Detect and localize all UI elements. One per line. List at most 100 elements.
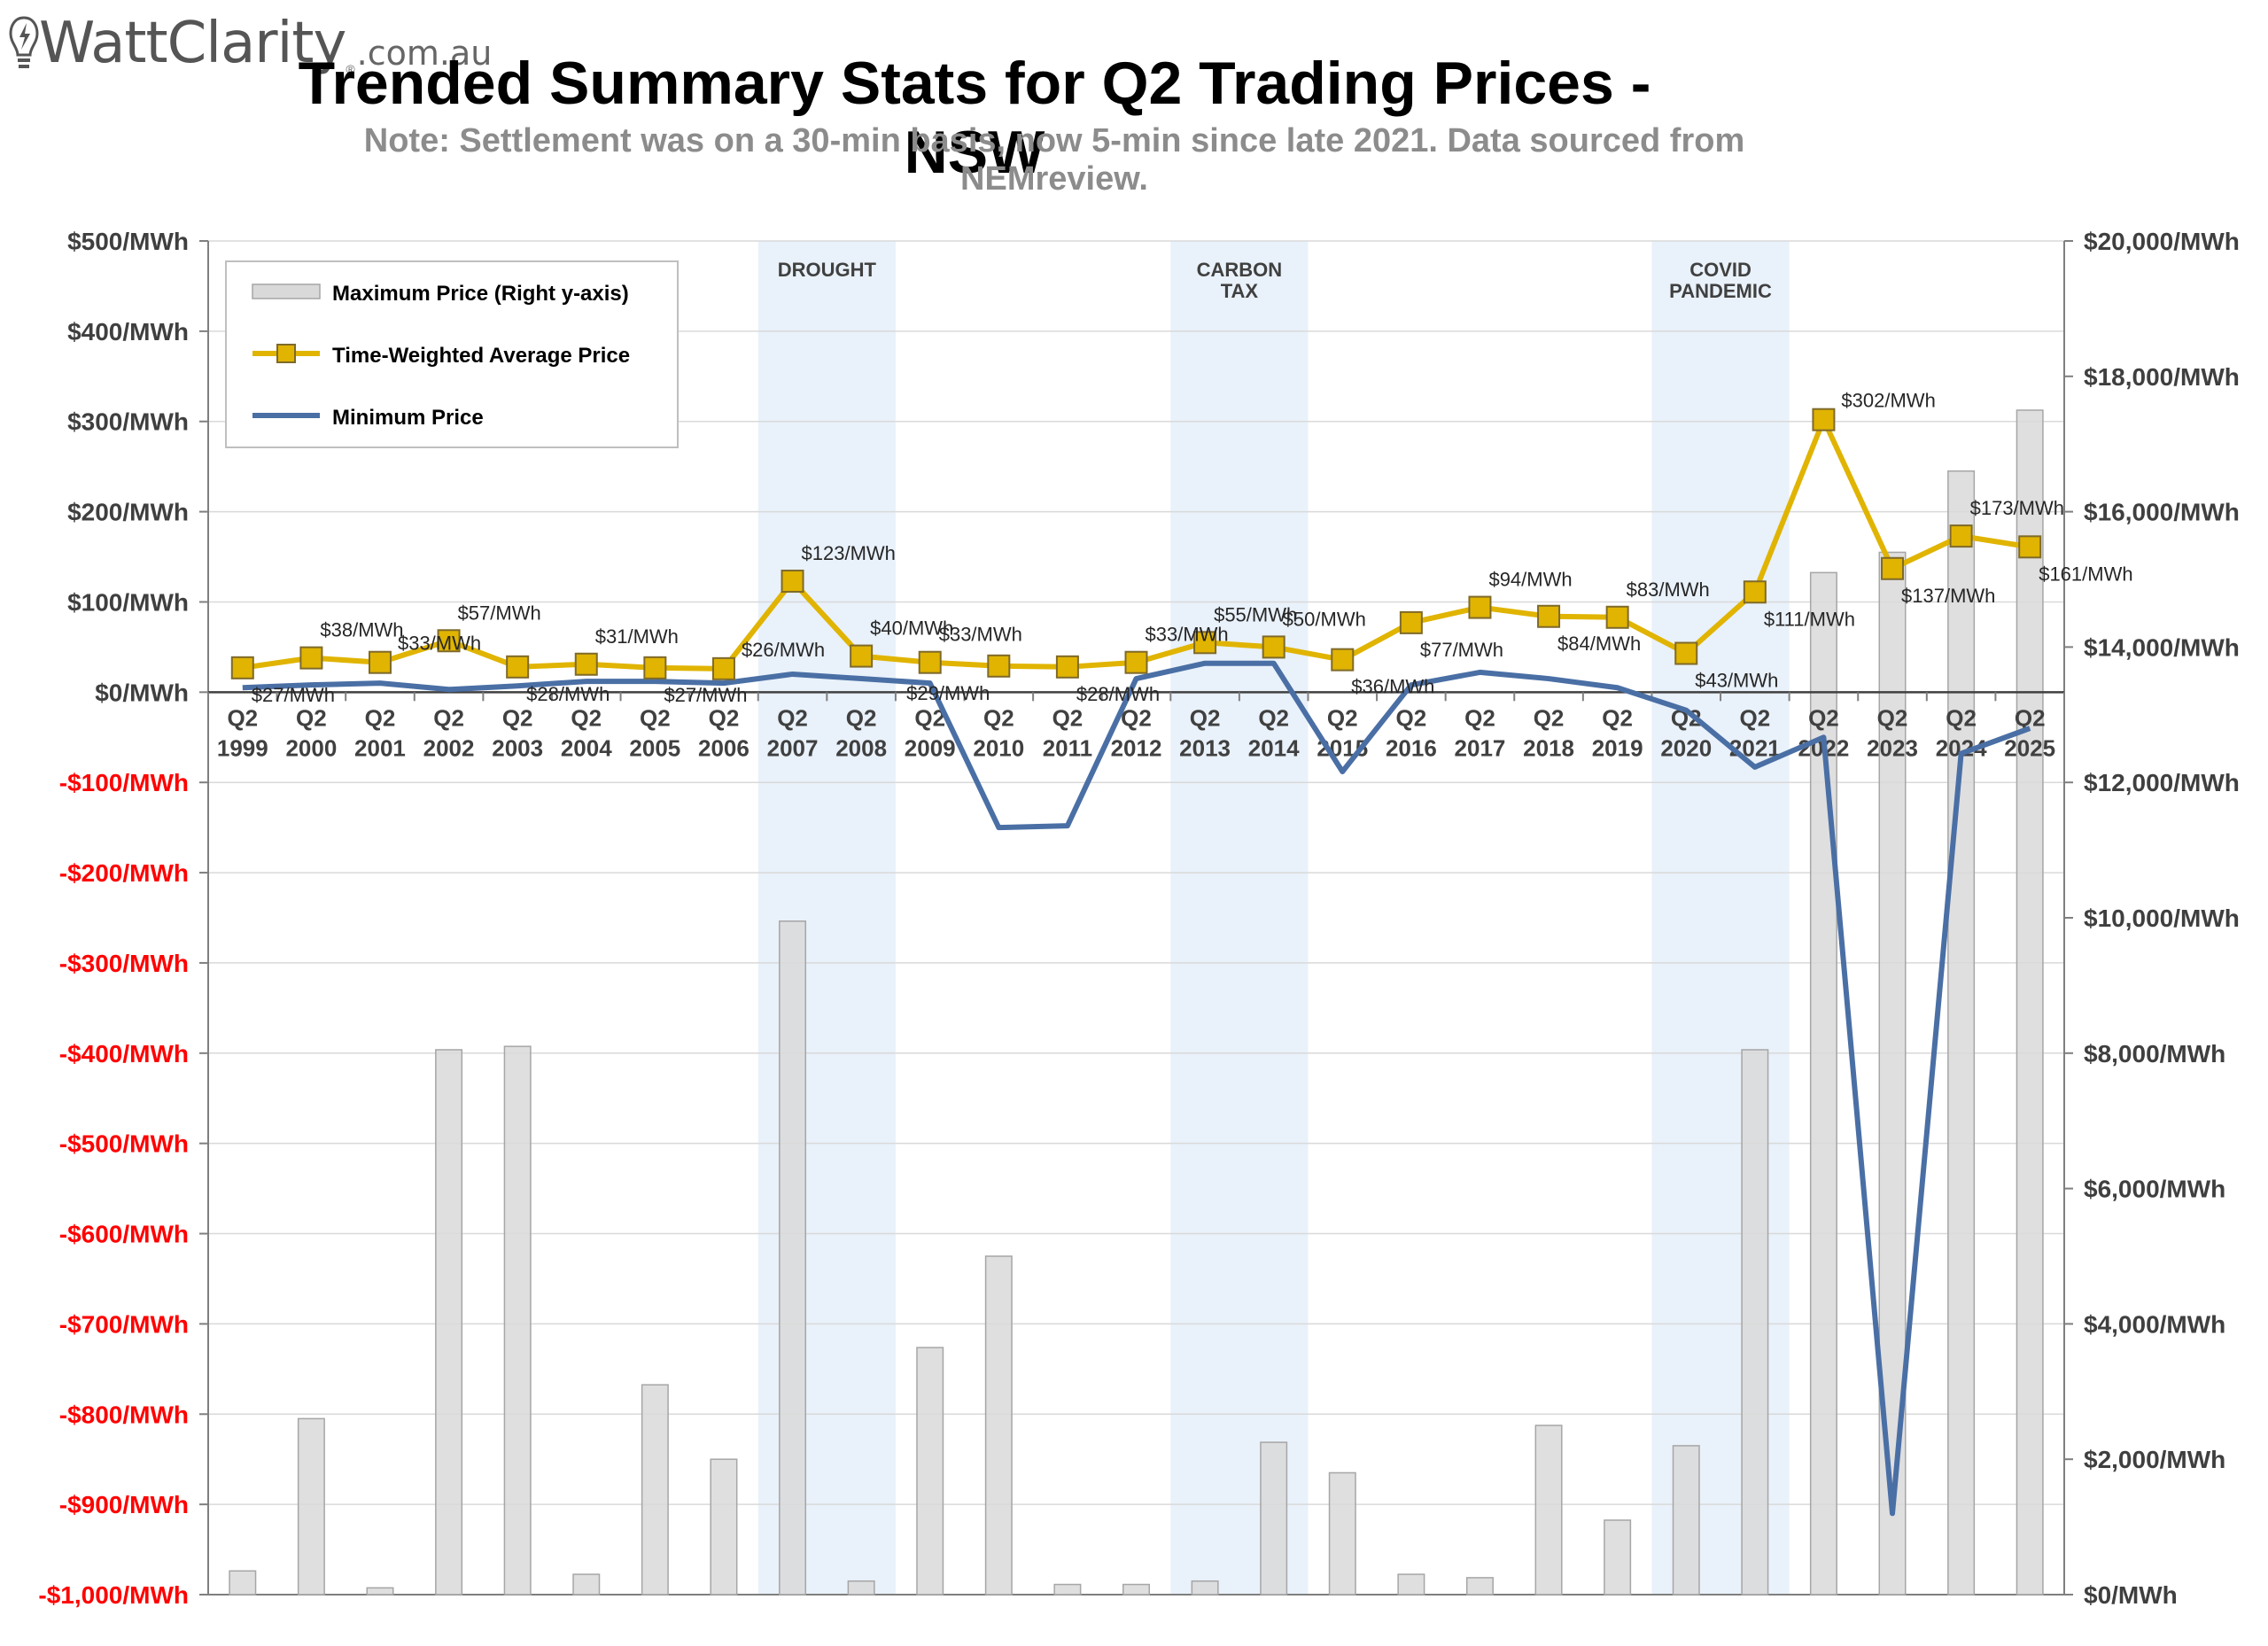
category-label-quarter: Q2 [1464, 704, 1495, 731]
data-label: $40/MWh [870, 617, 953, 640]
category-label-year: 2013 [1179, 734, 1231, 761]
max-price-bar [916, 1347, 944, 1596]
category-label-year: 2004 [561, 734, 612, 761]
data-label: $94/MWh [1488, 569, 1572, 591]
max-price-bar [1122, 1583, 1150, 1596]
category-label-year: 2014 [1248, 734, 1300, 761]
right-tick-label: $0/MWh [2084, 1581, 2178, 1609]
data-label: $302/MWh [1841, 390, 1935, 412]
max-price-bar [779, 920, 807, 1596]
average-price-marker [230, 656, 254, 679]
data-label: $33/MWh [939, 624, 1022, 646]
category-label-year: 2012 [1111, 734, 1162, 761]
average-price-marker [2018, 535, 2042, 559]
category-label-quarter: Q2 [1946, 704, 1977, 731]
max-price-bar [2016, 409, 2044, 1596]
data-label: $33/MWh [398, 633, 481, 655]
shaded-period-label: TAX [1221, 280, 1259, 302]
category-label-quarter: Q2 [571, 704, 602, 731]
right-tick-label: $20,000/MWh [2084, 228, 2240, 255]
average-price-marker [1812, 408, 1836, 431]
category-label-quarter: Q2 [433, 704, 464, 731]
category-label-quarter: Q2 [1534, 704, 1565, 731]
category-label-quarter: Q2 [1808, 704, 1839, 731]
average-price-marker [574, 652, 598, 676]
right-tick-label: $10,000/MWh [2084, 905, 2240, 932]
average-price-marker [987, 654, 1011, 678]
left-tick-label: -$700/MWh [59, 1310, 189, 1338]
data-label: $36/MWh [1351, 676, 1434, 698]
max-price-bar [710, 1458, 738, 1596]
right-tick-label: $14,000/MWh [2084, 633, 2240, 661]
left-tick-label: -$800/MWh [59, 1401, 189, 1428]
average-price-marker [368, 650, 392, 674]
data-label: $26/MWh [742, 639, 825, 661]
data-label: $31/MWh [595, 625, 679, 648]
category-label-quarter: Q2 [983, 704, 1014, 731]
left-tick-label: -$100/MWh [59, 769, 189, 796]
legend-entry: Time-Weighted Average Price [332, 344, 630, 368]
average-price-marker [299, 646, 323, 670]
left-tick-label: -$600/MWh [59, 1221, 189, 1248]
average-price-marker [1605, 605, 1629, 629]
category-label-quarter: Q2 [1052, 704, 1084, 731]
average-price-marker [711, 656, 735, 680]
left-tick-label: -$900/MWh [59, 1491, 189, 1518]
average-price-marker [1193, 631, 1217, 655]
category-label-year: 2007 [767, 734, 819, 761]
average-price-marker [643, 656, 667, 679]
right-tick-label: $16,000/MWh [2084, 499, 2240, 526]
data-label: $27/MWh [252, 684, 335, 706]
right-tick-label: $4,000/MWh [2084, 1310, 2225, 1338]
category-label-quarter: Q2 [365, 704, 396, 731]
data-label: $84/MWh [1557, 633, 1641, 655]
max-price-bar [297, 1417, 325, 1596]
shaded-period-0 [757, 241, 896, 1595]
data-label: $137/MWh [1901, 585, 1995, 607]
max-price-bar [1947, 470, 1976, 1596]
average-price-marker [506, 655, 530, 679]
max-price-bar [1741, 1049, 1769, 1596]
average-price-marker [1124, 650, 1148, 674]
category-label-quarter: Q2 [1121, 704, 1152, 731]
category-label-year: 2005 [629, 734, 680, 761]
data-label: $33/MWh [1146, 624, 1229, 646]
average-price-marker [1674, 641, 1698, 665]
data-label: $50/MWh [1283, 608, 1366, 630]
max-price-bar [1397, 1573, 1425, 1596]
category-label-quarter: Q2 [777, 704, 808, 731]
bulb-icon [9, 16, 39, 68]
category-label-quarter: Q2 [1396, 704, 1427, 731]
category-label-year: 2011 [1043, 734, 1092, 761]
right-tick-label: $8,000/MWh [2084, 1040, 2225, 1068]
max-price-bar [1328, 1471, 1356, 1596]
shaded-period-label: DROUGHT [778, 259, 877, 281]
category-label-quarter: Q2 [1258, 704, 1289, 731]
shaded-period-label: COVID [1689, 259, 1751, 281]
category-label-year: 2025 [2004, 734, 2055, 761]
data-label: $28/MWh [1076, 683, 1160, 705]
data-label: $43/MWh [1695, 670, 1778, 692]
shaded-period-label: CARBON [1197, 259, 1283, 281]
data-label: $111/MWh [1764, 608, 1855, 630]
category-label-year: 2017 [1455, 734, 1506, 761]
category-label-quarter: Q2 [227, 704, 258, 731]
average-price-marker [1743, 580, 1767, 604]
category-label-quarter: Q2 [1602, 704, 1633, 731]
max-price-bar [1260, 1441, 1288, 1596]
category-label-year: 2019 [1592, 734, 1643, 761]
data-label: $55/MWh [1214, 603, 1297, 625]
max-price-bar [1191, 1580, 1219, 1596]
average-price-marker [1537, 604, 1561, 628]
average-price-marker [437, 629, 461, 653]
data-label: $77/MWh [1420, 639, 1503, 661]
max-price-bar [847, 1580, 875, 1596]
average-price-marker [918, 650, 942, 674]
left-tick-label: $100/MWh [67, 588, 189, 616]
logo-registered: ® [346, 62, 355, 76]
category-label-year: 1999 [217, 734, 268, 761]
average-price-marker [1055, 655, 1079, 679]
max-price-bar [366, 1587, 394, 1596]
max-price-bar [572, 1573, 601, 1596]
